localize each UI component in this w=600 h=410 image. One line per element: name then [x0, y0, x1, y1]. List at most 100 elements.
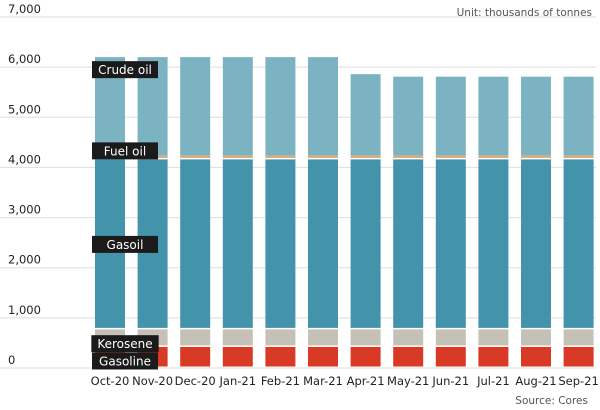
- bar-segment-crude-oil: [222, 57, 253, 156]
- bar-segment-fuel-oil: [563, 155, 594, 158]
- x-tick-label: Mar-21: [303, 374, 343, 388]
- series-label-gasoil: Gasoil: [92, 235, 158, 253]
- series-label-text: Fuel oil: [104, 144, 146, 158]
- bar-segment-kerosene: [308, 329, 338, 346]
- bar-segment-crude-oil: [478, 76, 509, 156]
- bar-stack: [137, 57, 168, 367]
- bar-segment-crude-oil: [308, 57, 338, 156]
- bar-stack: [265, 57, 296, 367]
- bar-segment-gasoil: [265, 159, 296, 328]
- bar-segment-kerosene: [265, 329, 296, 346]
- series-label-kerosene: Kerosene: [91, 335, 159, 353]
- y-axis-tick-labels: 0 1,000 2,000 3,000 4,000 5,000 6,000 7,000: [8, 2, 41, 367]
- series-label-box: [91, 335, 159, 353]
- bar-segment-gasoil: [350, 159, 381, 328]
- bar-stack: [350, 74, 381, 367]
- bar-segment-fuel-oil: [265, 155, 296, 158]
- bar-segment-kerosene: [563, 329, 594, 346]
- bar-segment-fuel-oil: [435, 155, 466, 158]
- bar-stack: [222, 57, 253, 367]
- bar-segment-fuel-oil: [521, 155, 551, 158]
- series-label-text: Kerosene: [97, 337, 152, 351]
- x-tick-label: Aug-21: [515, 374, 556, 388]
- bar-segment-fuel-oil: [180, 155, 211, 158]
- bar-segment-crude-oil: [521, 76, 551, 156]
- bar-stack: [393, 76, 424, 367]
- bar-segment-gasoline: [265, 346, 296, 367]
- bar-segment-kerosene: [521, 329, 551, 346]
- series-label-box: [92, 352, 158, 370]
- bar-segment-gasoil: [393, 159, 424, 328]
- x-tick-label: Nov-20: [132, 374, 173, 388]
- x-tick-label: Sep-21: [558, 374, 598, 388]
- bar-segment-fuel-oil: [308, 155, 338, 158]
- bar-segment-kerosene: [350, 329, 381, 346]
- bar-segment-gasoil: [521, 159, 551, 328]
- bar-segment-crude-oil: [563, 76, 594, 156]
- bar-segment-gasoline: [350, 346, 381, 367]
- bar-segment-kerosene: [478, 329, 509, 346]
- bar-segment-gasoil: [180, 159, 211, 328]
- bar-segment-fuel-oil: [393, 155, 424, 158]
- bar-segment-crude-oil: [265, 57, 296, 156]
- x-axis-tick-labels: Oct-20 Nov-20 Dec-20 Jan-21 Feb-21 Mar-21 Apr-…: [91, 374, 599, 388]
- bar-stack: [478, 76, 509, 367]
- series-label-text: Crude oil: [98, 63, 152, 77]
- bar-segment-kerosene: [222, 329, 253, 346]
- y-tick-label: 7,000: [8, 2, 41, 16]
- bar-segment-gasoline: [180, 346, 211, 367]
- series-label-box: [92, 235, 158, 253]
- bar-segment-gasoil: [222, 159, 253, 328]
- y-tick-label: 6,000: [8, 52, 41, 66]
- y-tick-label: 1,000: [8, 303, 41, 317]
- bars: [95, 57, 594, 367]
- x-tick-label: Dec-20: [175, 374, 216, 388]
- bar-segment-crude-oil: [393, 76, 424, 156]
- bar-stack: [180, 57, 211, 367]
- source-note: Source: Cores: [515, 395, 588, 407]
- bar-segment-crude-oil: [180, 57, 211, 156]
- bar-stack: [563, 76, 594, 367]
- series-label-box: [92, 61, 158, 79]
- bar-segment-gasoil: [563, 159, 594, 328]
- bar-segment-fuel-oil: [222, 155, 253, 158]
- bar-stack: [308, 57, 338, 367]
- x-tick-label: Feb-21: [261, 374, 300, 388]
- bar-segment-gasoil: [435, 159, 466, 328]
- y-tick-label: 4,000: [8, 152, 41, 166]
- x-tick-label: Jul-21: [476, 374, 510, 388]
- bar-segment-kerosene: [435, 329, 466, 346]
- x-tick-label: Apr-21: [347, 374, 385, 388]
- bar-segment-kerosene: [393, 329, 424, 346]
- bar-segment-gasoline: [435, 346, 466, 367]
- x-tick-label: Jun-21: [431, 374, 469, 388]
- series-label-gasoline: Gasoline: [92, 352, 158, 370]
- y-tick-label: 2,000: [8, 253, 41, 267]
- bar-segment-gasoline: [563, 346, 594, 367]
- bar-segment-gasoil: [478, 159, 509, 328]
- bar-segment-fuel-oil: [478, 155, 509, 158]
- series-label-text: Gasoline: [99, 354, 151, 368]
- bar-stack: [521, 76, 551, 367]
- y-tick-label: 3,000: [8, 203, 41, 217]
- series-label-text: Gasoil: [107, 238, 144, 252]
- x-tick-label: Jan-21: [219, 374, 257, 388]
- x-tick-label: Oct-20: [91, 374, 130, 388]
- bar-stack: [435, 76, 466, 367]
- bar-segment-gasoline: [478, 346, 509, 367]
- bar-stack: [95, 57, 125, 367]
- bar-segment-gasoline: [222, 346, 253, 367]
- x-tick-label: May-21: [387, 374, 429, 388]
- y-tick-label: 5,000: [8, 102, 41, 116]
- series-label-fuel-oil: Fuel oil: [92, 142, 158, 160]
- series-label-box: [92, 142, 158, 160]
- bar-segment-crude-oil: [350, 74, 381, 156]
- bar-segment-crude-oil: [435, 76, 466, 156]
- y-tick-label: 0: [8, 353, 15, 367]
- bar-segment-fuel-oil: [350, 155, 381, 158]
- series-label-crude-oil: Crude oil: [92, 61, 158, 79]
- bar-segment-gasoline: [393, 346, 424, 367]
- bar-segment-gasoline: [308, 346, 338, 367]
- bar-segment-kerosene: [180, 329, 211, 346]
